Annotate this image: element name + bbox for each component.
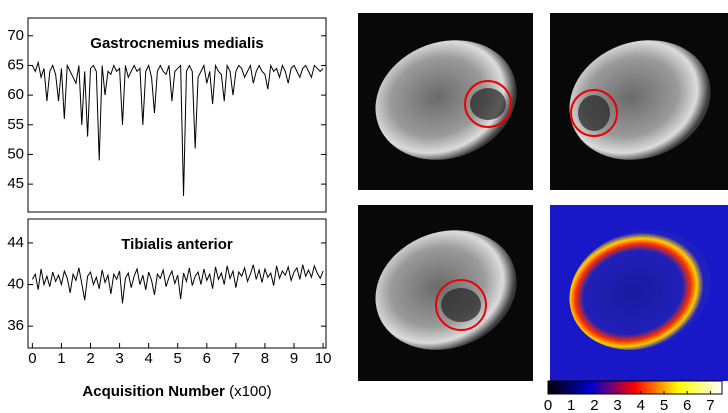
x-tick-label: 5 [174, 350, 182, 367]
x-axis-label-unit: (x100) [229, 383, 272, 400]
y-tick-label: 40 [7, 276, 24, 293]
colorbar-tick-label: 1 [567, 397, 575, 413]
panel-title: Tibialis anterior [121, 236, 233, 253]
panel-title: Gastrocnemius medialis [90, 35, 263, 52]
y-tick-label: 45 [7, 175, 24, 192]
y-tick-label: 44 [7, 234, 24, 251]
title-bg [77, 34, 277, 54]
colorbar-tick-label: 6 [683, 397, 691, 413]
muscle-region [578, 95, 610, 131]
y-tick-label: 55 [7, 116, 24, 133]
y-tick-label: 36 [7, 317, 24, 334]
x-axis-label-main: Acquisition Number [82, 383, 225, 400]
colorbar-tick-label: 3 [613, 397, 621, 413]
colorbar-tick-label: 2 [590, 397, 598, 413]
x-tick-label: 9 [290, 350, 298, 367]
roi-circle [435, 279, 487, 331]
x-tick-label: 3 [115, 350, 123, 367]
muscle-region [441, 288, 481, 322]
mri-images [358, 13, 728, 381]
x-tick-label: 4 [144, 350, 152, 367]
x-axis-label: Acquisition Number (x100) [82, 383, 271, 400]
colorbar-tick-label: 0 [544, 397, 552, 413]
y-tick-label: 50 [7, 145, 24, 162]
x-tick-label: 0 [28, 350, 36, 367]
muscle-region [470, 88, 506, 120]
y-tick-label: 65 [7, 56, 24, 73]
colorbar-tick-label: 4 [637, 397, 645, 413]
roi-circle [464, 80, 512, 128]
x-tick-label: 10 [315, 350, 332, 367]
colorbar [547, 380, 723, 395]
x-tick-label: 1 [57, 350, 65, 367]
colorbar-tick-label: 5 [660, 397, 668, 413]
roi-circle [570, 89, 618, 137]
signal-line [31, 264, 324, 304]
heatmap-section [569, 230, 711, 350]
x-tick-label: 7 [232, 350, 240, 367]
x-tick-label: 8 [261, 350, 269, 367]
plot-frame [27, 17, 327, 213]
x-tick-label: 6 [203, 350, 211, 367]
title-bg [77, 235, 277, 255]
signal-line [31, 60, 324, 196]
leg-section [569, 40, 711, 160]
x-tick-label: 2 [86, 350, 94, 367]
leg-section [375, 40, 517, 160]
y-tick-label: 60 [7, 86, 24, 103]
plot-frame [27, 218, 327, 349]
y-tick-label: 70 [7, 27, 24, 44]
colorbar-tick-label: 7 [706, 397, 714, 413]
